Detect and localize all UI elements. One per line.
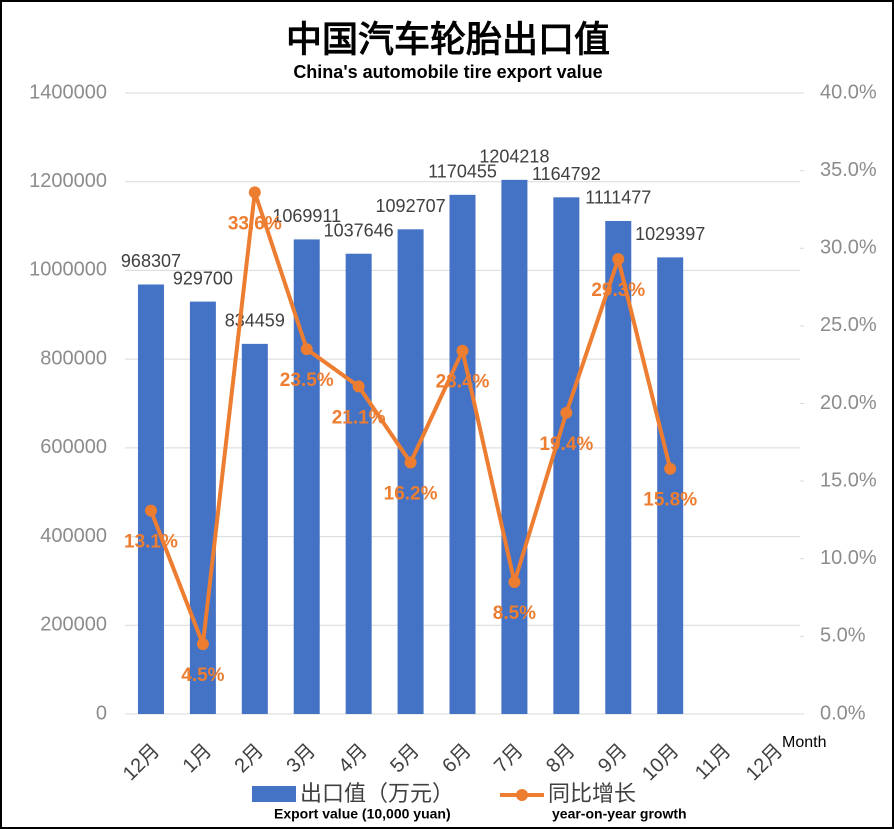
bar — [345, 253, 372, 714]
line-marker — [508, 576, 521, 589]
y-tick-label: 200000 — [40, 614, 107, 636]
bar-label: 1164792 — [532, 164, 601, 184]
y2-tick-label: 35.0% — [820, 159, 877, 181]
y-tick-label: 400000 — [40, 525, 107, 547]
bar-label: 929700 — [173, 268, 233, 288]
y2-tick-label: 40.0% — [820, 81, 877, 103]
bar — [605, 220, 632, 714]
line-marker — [404, 456, 417, 469]
bar-label: 1029397 — [635, 224, 705, 244]
line-marker — [196, 638, 209, 651]
bar — [449, 194, 476, 715]
legend-label: 出口值（万元） — [300, 781, 454, 806]
line-label: 13.1% — [124, 532, 178, 553]
y2-tick-label: 15.0% — [820, 469, 877, 491]
bar-label: 968307 — [121, 251, 181, 271]
bar-label: 1170455 — [428, 162, 497, 182]
line-marker — [300, 343, 313, 356]
legend-sublabel: year-on-year growth — [552, 806, 687, 822]
legend-sublabel: Export value (10,000 yuan) — [274, 806, 451, 822]
bar — [189, 301, 216, 714]
line-label: 23.4% — [436, 372, 490, 393]
bar-label: 1204218 — [479, 147, 549, 167]
y-tick-label: 1400000 — [29, 81, 107, 103]
y-tick-label: 600000 — [40, 436, 107, 458]
y2-tick-label: 0.0% — [820, 702, 866, 724]
y-tick-label: 1000000 — [29, 259, 107, 281]
bar-label: 1069911 — [272, 206, 341, 226]
y-tick-label: 0 — [96, 702, 107, 724]
line-marker — [560, 406, 573, 419]
line-label: 21.1% — [332, 407, 386, 428]
line-label: 8.5% — [493, 603, 536, 624]
bar — [241, 343, 268, 714]
legend-marker — [516, 789, 528, 801]
y2-tick-label: 5.0% — [820, 625, 866, 647]
line-marker — [612, 253, 625, 266]
bar — [397, 229, 424, 714]
bar — [553, 197, 580, 714]
legend-swatch — [252, 786, 296, 802]
y2-tick-label: 20.0% — [820, 392, 877, 414]
line-label: 15.8% — [643, 490, 697, 511]
line-marker — [664, 462, 677, 475]
legend-label: 同比增长 — [548, 781, 636, 806]
y2-tick-label: 25.0% — [820, 314, 877, 336]
x-axis-title: Month — [782, 734, 826, 751]
chart-title: 中国汽车轮胎出口值 — [286, 19, 610, 60]
line-marker — [352, 380, 365, 393]
bar — [293, 239, 320, 715]
bar — [657, 257, 684, 714]
line-marker — [144, 504, 157, 517]
line-label: 29.3% — [591, 280, 645, 301]
y2-tick-label: 10.0% — [820, 547, 877, 569]
line-label: 16.2% — [384, 484, 438, 505]
bar — [137, 284, 164, 714]
bar — [501, 179, 528, 714]
line-marker — [456, 344, 469, 357]
bar-label: 1092707 — [376, 196, 446, 216]
line-label: 4.5% — [181, 665, 224, 686]
bar-label: 834459 — [225, 311, 285, 331]
bar-label: 1111477 — [585, 188, 651, 208]
chart-subtitle: China's automobile tire export value — [293, 62, 602, 82]
y-tick-label: 1200000 — [29, 170, 107, 192]
line-label: 23.5% — [280, 370, 334, 391]
y-tick-label: 800000 — [40, 347, 107, 369]
bar-label: 1037646 — [324, 220, 394, 240]
line-marker — [248, 186, 261, 199]
y2-tick-label: 30.0% — [820, 237, 877, 259]
line-label: 33.6% — [228, 213, 282, 234]
line-label: 19.4% — [539, 434, 593, 455]
